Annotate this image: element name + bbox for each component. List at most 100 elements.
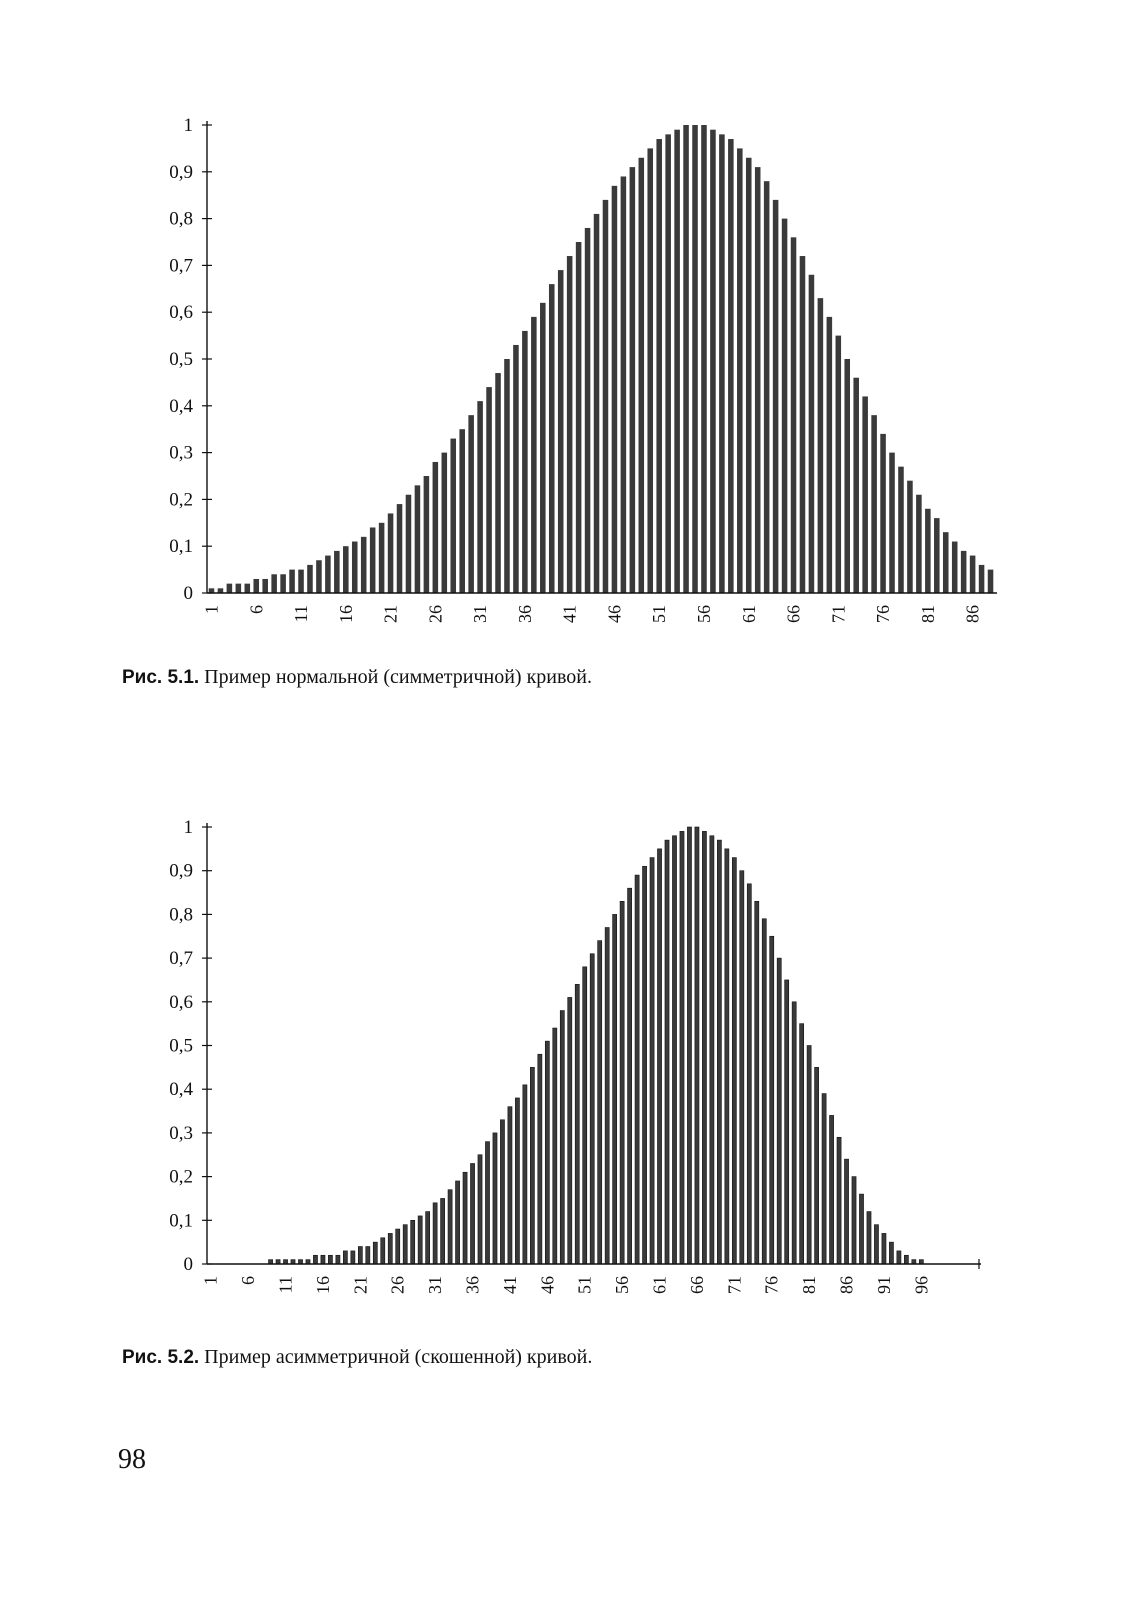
bar-53 [597, 940, 603, 1265]
bar-81 [806, 1045, 812, 1265]
bar-66 [790, 237, 797, 593]
bar-93 [896, 1250, 902, 1265]
y-tick-label: 0,1 [169, 536, 193, 557]
bar-36 [522, 330, 528, 593]
bar-40 [500, 1119, 505, 1265]
bar-51 [656, 139, 662, 593]
bar-24 [414, 485, 421, 593]
y-tick-label: 0 [184, 1254, 194, 1275]
x-tick-label: 21 [381, 605, 401, 623]
bar-16 [343, 546, 349, 593]
x-tick-label: 76 [873, 605, 893, 623]
bar-84 [829, 1115, 834, 1265]
bar-65 [781, 218, 788, 593]
bar-39 [492, 1132, 498, 1265]
bar-21 [387, 513, 394, 593]
bar-71 [731, 857, 737, 1265]
bar-45 [537, 1053, 543, 1265]
x-tick-label: 86 [963, 605, 983, 623]
x-tick-label: 36 [515, 605, 535, 623]
bar-43 [522, 1084, 528, 1265]
bar-87 [978, 564, 985, 593]
bar-84 [951, 541, 958, 593]
bar-91 [881, 1233, 887, 1265]
bar-34 [504, 359, 510, 593]
bar-48 [559, 1010, 565, 1265]
bar-11 [298, 569, 304, 593]
bar-7 [262, 578, 268, 593]
bars [268, 826, 924, 1265]
x-tick-label: 21 [350, 1276, 370, 1294]
bar-70 [826, 316, 833, 593]
y-tick-label: 1 [184, 817, 194, 838]
bar-8 [271, 574, 277, 593]
bar-38 [540, 302, 546, 593]
x-tick-label: 56 [694, 605, 714, 623]
bar-55 [692, 125, 698, 593]
bar-54 [683, 125, 689, 593]
y-tick-label: 0,1 [169, 1210, 193, 1231]
bar-10 [289, 569, 295, 593]
bar-22 [396, 504, 403, 593]
y-tick-label: 0,5 [169, 1036, 193, 1057]
bar-30 [425, 1211, 431, 1265]
bar-85 [960, 550, 967, 593]
bar-73 [853, 377, 859, 593]
bar-83 [942, 532, 949, 593]
bar-44 [593, 213, 600, 594]
bar-41 [566, 256, 573, 593]
bar-31 [432, 1202, 438, 1265]
bar-88 [987, 569, 994, 593]
bar-17 [351, 541, 358, 593]
bar-70 [724, 848, 730, 1265]
x-tick-label: 81 [918, 605, 938, 623]
bar-47 [552, 1027, 558, 1265]
bar-86 [844, 1158, 849, 1265]
figure-5-2-caption-label: Рис. 5.2. [122, 1347, 200, 1368]
bar-60 [737, 148, 743, 593]
bar-23 [405, 494, 412, 593]
x-tick-label: 16 [313, 1276, 333, 1294]
x-tick-label: 76 [762, 1276, 782, 1294]
bar-26 [432, 461, 439, 593]
bar-13 [316, 560, 322, 593]
bar-16 [320, 1254, 326, 1265]
bar-27 [441, 452, 448, 593]
bar-34 [455, 1180, 460, 1265]
figure-5-1-caption-text: Пример нормальной (симметричной) кривой. [204, 666, 593, 688]
bar-23 [372, 1241, 378, 1265]
x-tick-label: 16 [336, 605, 356, 623]
bar-59 [642, 866, 647, 1265]
y-tick-label: 0,4 [169, 396, 193, 417]
bar-12 [307, 564, 313, 593]
bar-28 [410, 1219, 416, 1265]
bar-15 [313, 1254, 318, 1265]
figure-5-1-caption: Рис. 5.1. Пример нормальной (симметрично… [122, 666, 592, 689]
bar-74 [862, 396, 868, 593]
x-tick-label: 11 [276, 1276, 296, 1293]
bar-68 [808, 274, 815, 593]
bar-72 [739, 870, 745, 1265]
bar-83 [821, 1093, 827, 1265]
x-tick-label: 61 [739, 605, 759, 623]
bar-57 [627, 887, 632, 1265]
figure-5-2-svg: 00,10,20,30,40,50,60,70,80,911 6 11 16 21 26 3… [169, 817, 981, 1294]
figure-5-1-svg: 00,10,20,30,40,50,60,70,80,911 6 11 16 21 26 3… [169, 115, 997, 623]
bar-67 [799, 256, 806, 593]
bar-42 [575, 242, 582, 593]
bar-94 [904, 1254, 909, 1265]
bar-45 [602, 199, 609, 593]
bar-47 [620, 176, 627, 593]
bar-3 [226, 583, 233, 593]
bar-37 [531, 316, 537, 593]
bar-29 [417, 1215, 423, 1265]
x-tick-label: 91 [874, 1276, 894, 1294]
bar-58 [719, 134, 725, 594]
bar-36 [470, 1163, 475, 1265]
x-tick-label: 31 [470, 605, 490, 623]
bar-75 [761, 918, 767, 1265]
x-tick-label: 36 [463, 1276, 483, 1294]
x-tick-label: 46 [604, 605, 624, 623]
bar-60 [649, 857, 655, 1265]
x-tick-label: 1 [201, 605, 221, 614]
